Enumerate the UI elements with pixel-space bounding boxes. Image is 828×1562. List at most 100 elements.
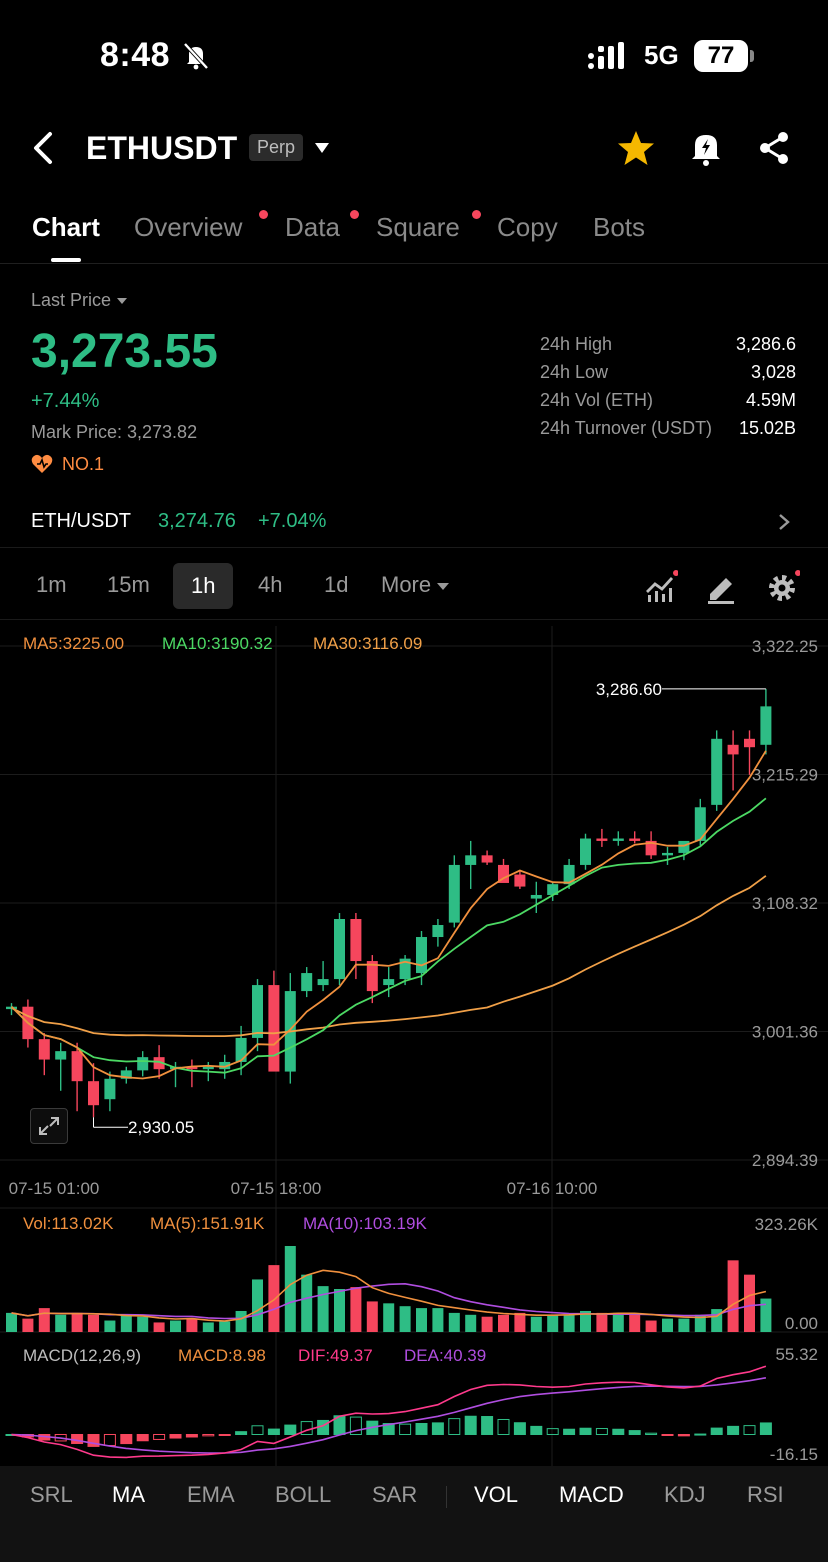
candle-body bbox=[301, 973, 313, 992]
volume-bar bbox=[629, 1314, 641, 1332]
indicator-boll[interactable]: BOLL bbox=[275, 1482, 332, 1507]
indicator-macd[interactable]: MACD bbox=[559, 1482, 624, 1507]
stat-turnover-value: 15.02B bbox=[738, 418, 796, 438]
macd-histogram-bar bbox=[481, 1416, 494, 1435]
last-price-label: Last Price bbox=[31, 290, 112, 310]
macd-histogram-bar bbox=[185, 1433, 198, 1438]
indicator-vol[interactable]: VOL bbox=[474, 1482, 519, 1507]
indicator-rsi[interactable]: RSI bbox=[747, 1482, 784, 1507]
macd-histogram-bar bbox=[382, 1423, 395, 1435]
interval-1h[interactable]: 1h bbox=[173, 563, 234, 609]
interval-4h[interactable]: 4h bbox=[258, 572, 283, 597]
candle-body bbox=[88, 1081, 99, 1106]
candle-body bbox=[317, 979, 329, 986]
candle-body bbox=[744, 738, 755, 748]
candlestick-chart[interactable]: 3,322.25 3,215.29 3,108.32 3,001.36 2,894.39… bbox=[0, 626, 828, 1466]
macd-histogram-bar bbox=[399, 1423, 412, 1435]
tab-overview[interactable]: Overview bbox=[134, 212, 243, 242]
indicator-ma[interactable]: MA bbox=[112, 1482, 145, 1507]
candle-body bbox=[38, 1039, 50, 1060]
macd-histogram-bar bbox=[628, 1430, 641, 1435]
header: ETHUSDT Perp bbox=[0, 110, 828, 190]
chevron-down-icon[interactable] bbox=[314, 142, 330, 154]
mark-price: Mark Price: 3,273.82 bbox=[31, 422, 198, 442]
stat-high-value: 3,286.6 bbox=[735, 334, 796, 354]
share-icon[interactable] bbox=[756, 128, 792, 168]
tab-copy[interactable]: Copy bbox=[497, 212, 558, 242]
status-time: 8:48 bbox=[100, 36, 171, 74]
back-arrow-icon[interactable] bbox=[26, 128, 60, 168]
volume-bar bbox=[55, 1314, 67, 1332]
interval-1m[interactable]: 1m bbox=[36, 572, 67, 597]
macd-histogram-bar bbox=[235, 1431, 248, 1435]
macd-histogram-bar bbox=[284, 1424, 297, 1435]
volume-ma5-line bbox=[11, 1269, 767, 1322]
spot-market-row[interactable]: ETH/USDT 3,274.76 +7.04% bbox=[0, 496, 828, 548]
stat-low-value: 3,028 bbox=[750, 362, 796, 382]
tab-bar: Chart Overview Data Square Copy Bots bbox=[0, 200, 828, 264]
macd-histogram-bar bbox=[612, 1428, 625, 1435]
macd-histogram-bar bbox=[661, 1433, 674, 1436]
indicator-ema[interactable]: EMA bbox=[187, 1482, 235, 1507]
gear-icon[interactable] bbox=[766, 570, 800, 604]
tab-chart[interactable]: Chart bbox=[32, 212, 100, 242]
indicator-srl[interactable]: SRL bbox=[30, 1482, 73, 1507]
volume-bar bbox=[514, 1312, 526, 1332]
volume-bar bbox=[596, 1312, 608, 1332]
macd-axis-min: -16.15 bbox=[770, 1445, 818, 1464]
expand-button[interactable] bbox=[30, 1108, 68, 1144]
volume-bar bbox=[399, 1306, 411, 1332]
price-alert-icon[interactable] bbox=[688, 128, 724, 168]
price-change-pct: +7.44% bbox=[31, 390, 100, 412]
indicator-sar[interactable]: SAR bbox=[372, 1482, 418, 1507]
draw-pen-icon[interactable] bbox=[704, 570, 738, 604]
tab-overview-dot bbox=[259, 210, 268, 219]
macd-histogram-bar bbox=[563, 1428, 576, 1435]
volume-bar bbox=[416, 1308, 427, 1332]
tab-bots[interactable]: Bots bbox=[593, 212, 646, 242]
interval-more-label: More bbox=[381, 572, 432, 597]
macd-histogram-bar bbox=[546, 1428, 559, 1435]
macd-histogram-bar bbox=[464, 1415, 477, 1435]
indicator-chart-icon[interactable] bbox=[644, 570, 678, 604]
interval-15m[interactable]: 15m bbox=[107, 572, 150, 597]
battery-tip bbox=[750, 50, 754, 62]
rank-badge[interactable]: NO.1 bbox=[62, 454, 105, 474]
vol-ma10-legend: MA(10):103.19K bbox=[303, 1214, 427, 1233]
dea-line bbox=[11, 1377, 767, 1454]
macd-title: MACD(12,26,9) bbox=[23, 1346, 142, 1365]
interval-more[interactable]: More bbox=[381, 572, 450, 598]
battery-level: 77 bbox=[694, 40, 748, 72]
candle-body bbox=[104, 1078, 116, 1100]
indicator-kdj[interactable]: KDJ bbox=[664, 1482, 706, 1507]
candle-body bbox=[760, 706, 772, 745]
macd-value: MACD:8.98 bbox=[178, 1346, 266, 1365]
price-axis-label: 3,215.29 bbox=[752, 766, 818, 785]
price-axis-label: 3,322.25 bbox=[752, 637, 818, 656]
volume-bar bbox=[317, 1286, 329, 1332]
macd-histogram-bar bbox=[497, 1418, 510, 1435]
macd-histogram-bar bbox=[120, 1433, 133, 1445]
macd-histogram-bar bbox=[169, 1433, 182, 1439]
tab-active-indicator bbox=[51, 258, 81, 262]
last-price-toggle[interactable]: Last Price bbox=[31, 290, 128, 311]
tab-square[interactable]: Square bbox=[376, 212, 460, 242]
high-marker-label: 3,286.60 bbox=[596, 680, 662, 699]
volume-bar bbox=[284, 1246, 296, 1332]
volume-bar bbox=[268, 1265, 280, 1332]
candle-body bbox=[694, 807, 706, 841]
star-icon[interactable] bbox=[616, 128, 656, 168]
symbol-title[interactable]: ETHUSDT bbox=[86, 130, 238, 166]
interval-1d[interactable]: 1d bbox=[324, 572, 349, 597]
macd-axis-max: 55.32 bbox=[775, 1345, 818, 1364]
chart-area[interactable]: 3,322.25 3,215.29 3,108.32 3,001.36 2,894.39… bbox=[0, 626, 828, 1466]
tab-data[interactable]: Data bbox=[285, 212, 340, 242]
volume-bar bbox=[137, 1316, 149, 1332]
network-type: 5G bbox=[644, 40, 679, 70]
volume-bar bbox=[580, 1310, 591, 1332]
volume-bar bbox=[547, 1314, 559, 1332]
volume-axis-max: 323.26K bbox=[755, 1215, 819, 1234]
volume-bar bbox=[170, 1320, 181, 1332]
volume-bar bbox=[727, 1260, 739, 1332]
ma30-line bbox=[11, 875, 767, 1038]
